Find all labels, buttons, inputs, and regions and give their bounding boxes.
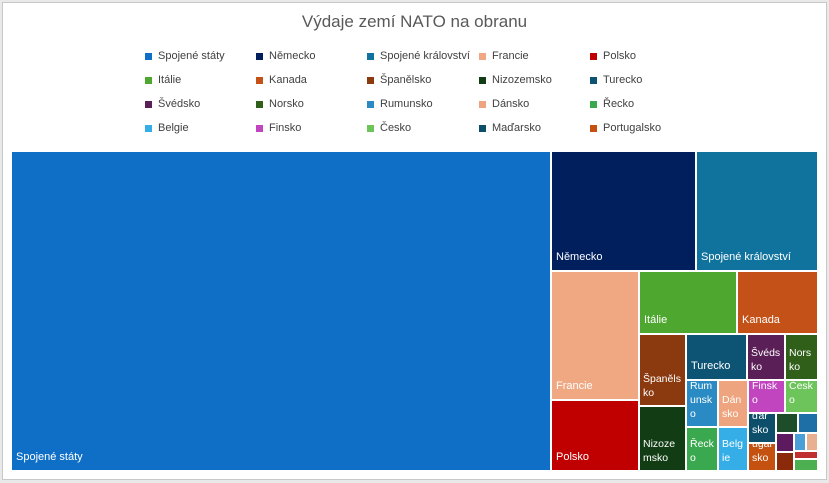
legend-swatch (256, 53, 263, 60)
legend-swatch (256, 125, 263, 132)
legend-label: Nizozemsko (492, 74, 552, 86)
legend-swatch (367, 125, 374, 132)
legend-label: Řecko (603, 98, 635, 110)
legend-label: Maďarsko (492, 122, 541, 134)
legend-swatch (256, 101, 263, 108)
legend-label: Česko (380, 122, 412, 134)
legend-swatch (479, 77, 486, 84)
legend: Spojené státy Německo Spojené království Fr… (0, 0, 829, 140)
legend-label: Španělsko (380, 74, 432, 86)
legend-label: Finsko (269, 122, 302, 134)
legend-swatch (590, 101, 597, 108)
legend-label: Spojené státy (158, 50, 225, 62)
chart-title: Výdaje zemí NATO na obranu (301, 12, 528, 31)
legend-swatch (367, 53, 374, 60)
legend-label: Kanada (269, 74, 307, 86)
legend-swatch (145, 101, 152, 108)
legend-label: Portugalsko (603, 122, 662, 134)
legend-swatch (479, 101, 486, 108)
legend-label: Dánsko (492, 98, 530, 110)
legend-swatch (479, 53, 486, 60)
legend-swatch (256, 77, 263, 84)
legend-label: Itálie (158, 74, 182, 86)
legend-swatch (145, 77, 152, 84)
legend-label: Polsko (603, 50, 637, 62)
legend-swatch (367, 77, 374, 84)
legend-label: Rumunsko (380, 98, 433, 110)
legend-swatch (479, 125, 486, 132)
legend-swatch (145, 125, 152, 132)
legend-label: Spojené království (380, 50, 470, 62)
legend-swatch (590, 53, 597, 60)
legend-label: Francie (492, 50, 529, 62)
legend-label: Německo (269, 50, 316, 62)
legend-label: Turecko (603, 74, 643, 86)
legend-swatch (367, 101, 374, 108)
legend-swatch (145, 53, 152, 60)
legend-swatch (590, 77, 597, 84)
legend-swatch (590, 125, 597, 132)
legend-label: Norsko (269, 98, 304, 110)
legend-label: Belgie (158, 122, 189, 134)
legend-label: Švédsko (158, 98, 201, 110)
